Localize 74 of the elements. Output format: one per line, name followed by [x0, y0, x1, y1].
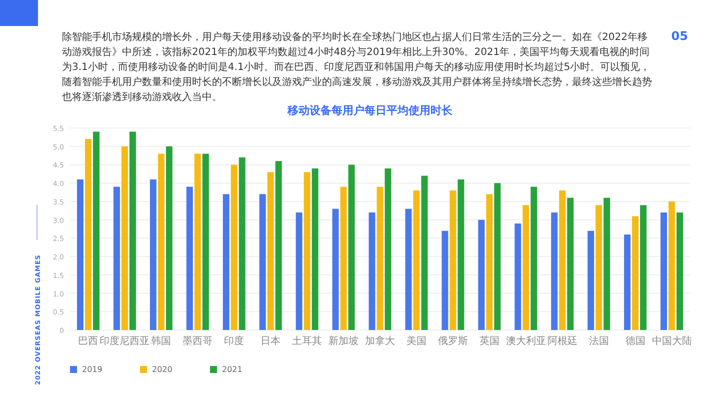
- x-tick-label: 日本: [260, 335, 281, 347]
- bar: [604, 198, 610, 330]
- text: 05: [671, 29, 688, 43]
- x-tick-label: 中国大陆: [652, 335, 692, 347]
- bar: [494, 183, 501, 330]
- x-tick-label: 新加坡: [328, 335, 359, 347]
- bar: [267, 172, 274, 330]
- bar: [514, 223, 522, 330]
- x-tick-label: 印度: [224, 335, 244, 347]
- bar: [559, 190, 566, 330]
- bar: [238, 157, 246, 330]
- x-tick-label: 美国: [406, 335, 426, 347]
- x-tick-label: 韩国: [151, 335, 172, 347]
- x-tick-label: 德国: [625, 336, 646, 347]
- bar: [478, 220, 485, 330]
- bar: [668, 201, 676, 330]
- bar: [230, 164, 238, 330]
- bar: [384, 168, 392, 330]
- bar: [442, 230, 448, 330]
- x-tick-label: 澳大利亚: [506, 335, 546, 347]
- bar: [421, 176, 428, 330]
- bar: [348, 164, 355, 330]
- x-tick-label: 印度尼西亚: [100, 335, 150, 347]
- x-tick-label: 巴西: [78, 336, 98, 347]
- x-tick-label: 英国: [479, 335, 500, 347]
- x-tick-label: 土耳其: [292, 335, 322, 347]
- bar: [129, 132, 136, 330]
- x-tick-label: 加拿大: [365, 335, 395, 347]
- x-tick-label: 法国: [588, 335, 609, 347]
- bar: [194, 154, 201, 330]
- bar: [92, 132, 100, 330]
- bar: [413, 190, 420, 330]
- bar: [624, 234, 631, 330]
- bar: [340, 186, 347, 330]
- bar: [296, 212, 302, 330]
- legend-label: 2021: [222, 365, 242, 374]
- legend-label: 2020: [152, 365, 172, 374]
- bar: [588, 230, 594, 330]
- bar: [121, 146, 128, 330]
- x-tick-label: 阿根廷: [547, 335, 578, 347]
- bar: [676, 212, 684, 330]
- bar: [458, 179, 464, 330]
- bar: [551, 212, 558, 330]
- bar: [84, 139, 92, 330]
- bar: [660, 212, 668, 330]
- bar: [312, 168, 318, 330]
- bar: [158, 154, 164, 330]
- bar: [332, 208, 339, 330]
- bar: [486, 194, 493, 330]
- bar: [596, 205, 602, 330]
- bar: [113, 186, 120, 330]
- bar: [632, 216, 639, 330]
- bar: [640, 205, 647, 330]
- bar: [530, 186, 538, 330]
- bar: [76, 179, 84, 330]
- bar: [150, 179, 156, 330]
- bar: [166, 146, 172, 330]
- bar: [522, 205, 530, 330]
- bar: [259, 194, 266, 330]
- bar: [567, 198, 574, 330]
- bar: [368, 212, 376, 330]
- bar: [304, 172, 310, 330]
- x-tick-label: 墨西哥: [182, 336, 213, 347]
- bar: [405, 208, 412, 330]
- chart-title: 移动设备每用户每日平均使用时长: [286, 104, 454, 117]
- text: 除智能手机市场规模的增长外，用户每天使用移动设备的平均时长在全球热门地区也占据人们日常生活的三分之一。如在《2022年移动游戏报告》中所述，该指标2021年的加权平均数超过4小时48分与2019年相比上升30%。2021年，美国平均每天观看电视的时间为3.1小时，而使用移动设备的时间是4.1小时。而在巴西、印度尼西亚和韩国用户每天的移动应用使用时长均超过5小时。可以预见，随着智能手机用户数量和使用时长的不断增长以及游戏产业的高速发展，移动游戏及其用户群体将呈持续增长态势，最终这些增长趋势也将逐渐渗透到移动游戏收入当中。: [62, 30, 652, 104]
- legend-label: 2019: [82, 365, 102, 374]
- x-tick-label: 俄罗斯: [438, 335, 468, 347]
- bar: [186, 186, 193, 330]
- bar: [376, 186, 384, 330]
- bar: [275, 161, 282, 330]
- bar: [222, 194, 230, 330]
- bar: [450, 190, 456, 330]
- bar: [202, 154, 209, 330]
